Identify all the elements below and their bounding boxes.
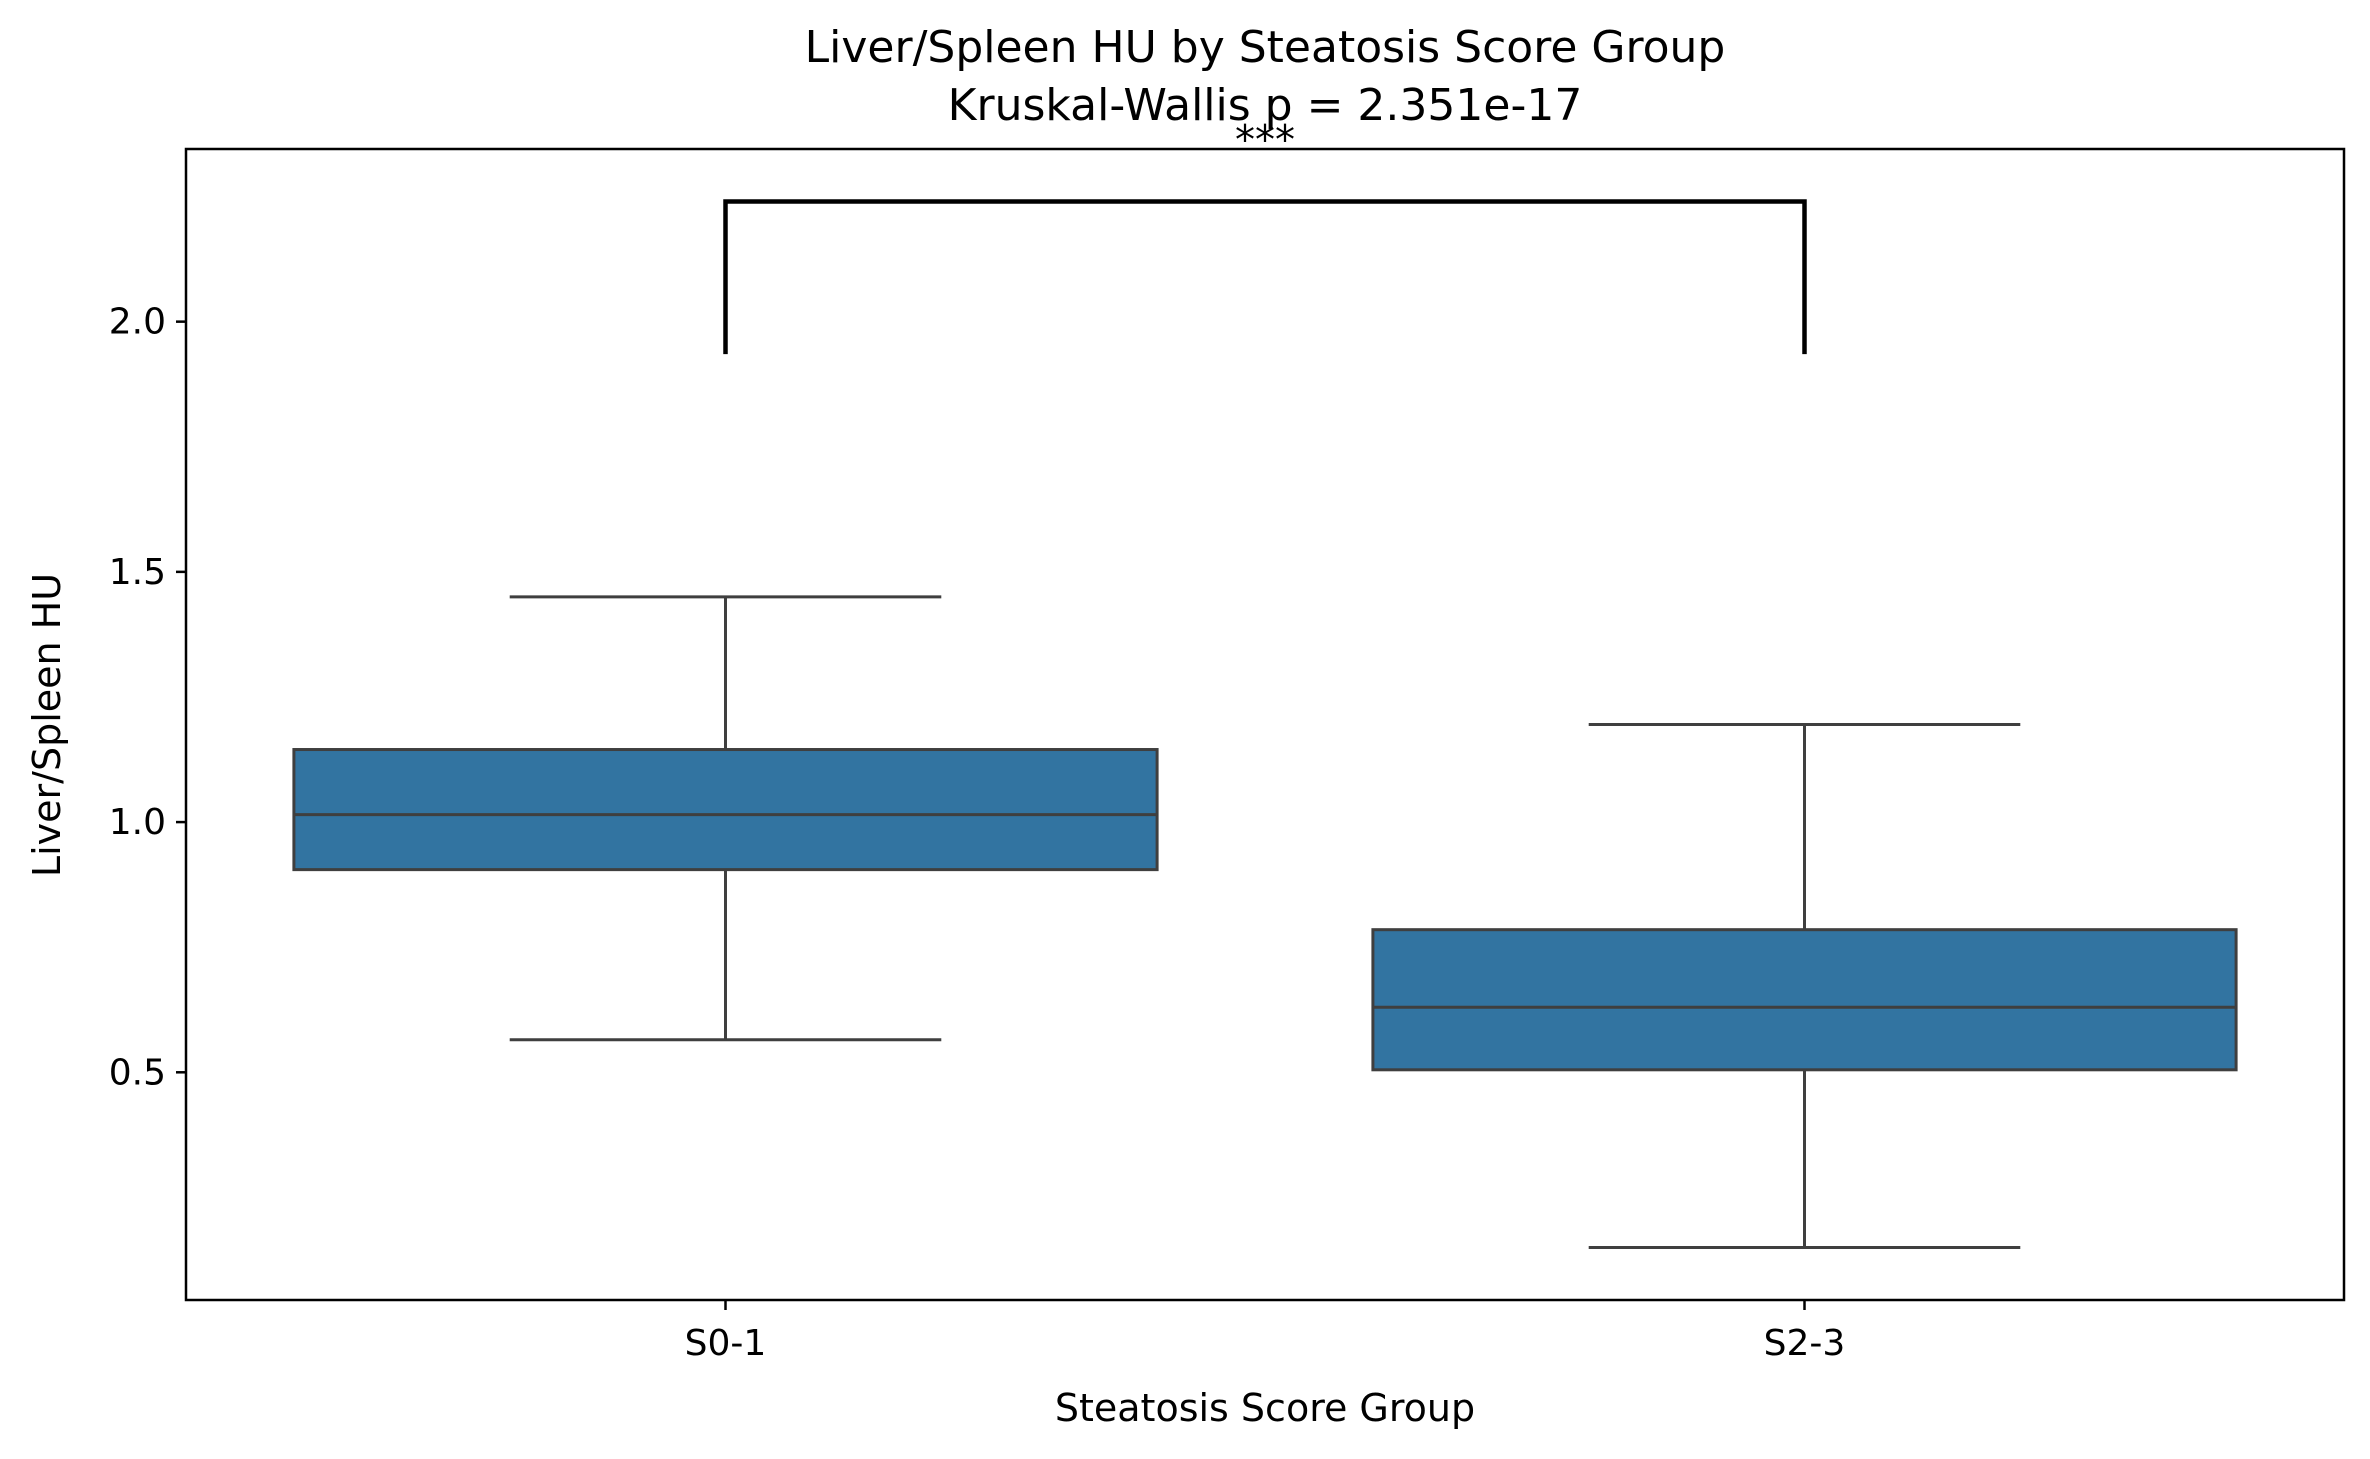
significance-label: *** xyxy=(1235,118,1295,164)
chart-subtitle: Kruskal-Wallis p = 2.351e-17 xyxy=(948,80,1583,131)
chart-title: Liver/Spleen HU by Steatosis Score Group xyxy=(805,22,1726,73)
box-s0-1 xyxy=(292,748,1159,872)
x-tick-label: S0-1 xyxy=(685,1323,767,1364)
y-tick-label: 2.0 xyxy=(109,302,166,343)
y-tick-label: 1.0 xyxy=(109,802,166,843)
x-tick-label: S2-3 xyxy=(1764,1323,1846,1364)
x-axis-label: Steatosis Score Group xyxy=(1055,1386,1475,1430)
plot-area: 0.5 1.0 1.5 2.0 S0-1 S2-3 *** xyxy=(109,118,2238,1364)
y-tick-label: 1.5 xyxy=(109,552,166,593)
significance-bracket xyxy=(723,199,1807,355)
box-s2-3 xyxy=(1371,928,2238,1072)
plot-frame xyxy=(184,147,2346,1302)
y-axis-label: Liver/Spleen HU xyxy=(25,573,69,877)
y-tick-label: 0.5 xyxy=(109,1052,166,1093)
